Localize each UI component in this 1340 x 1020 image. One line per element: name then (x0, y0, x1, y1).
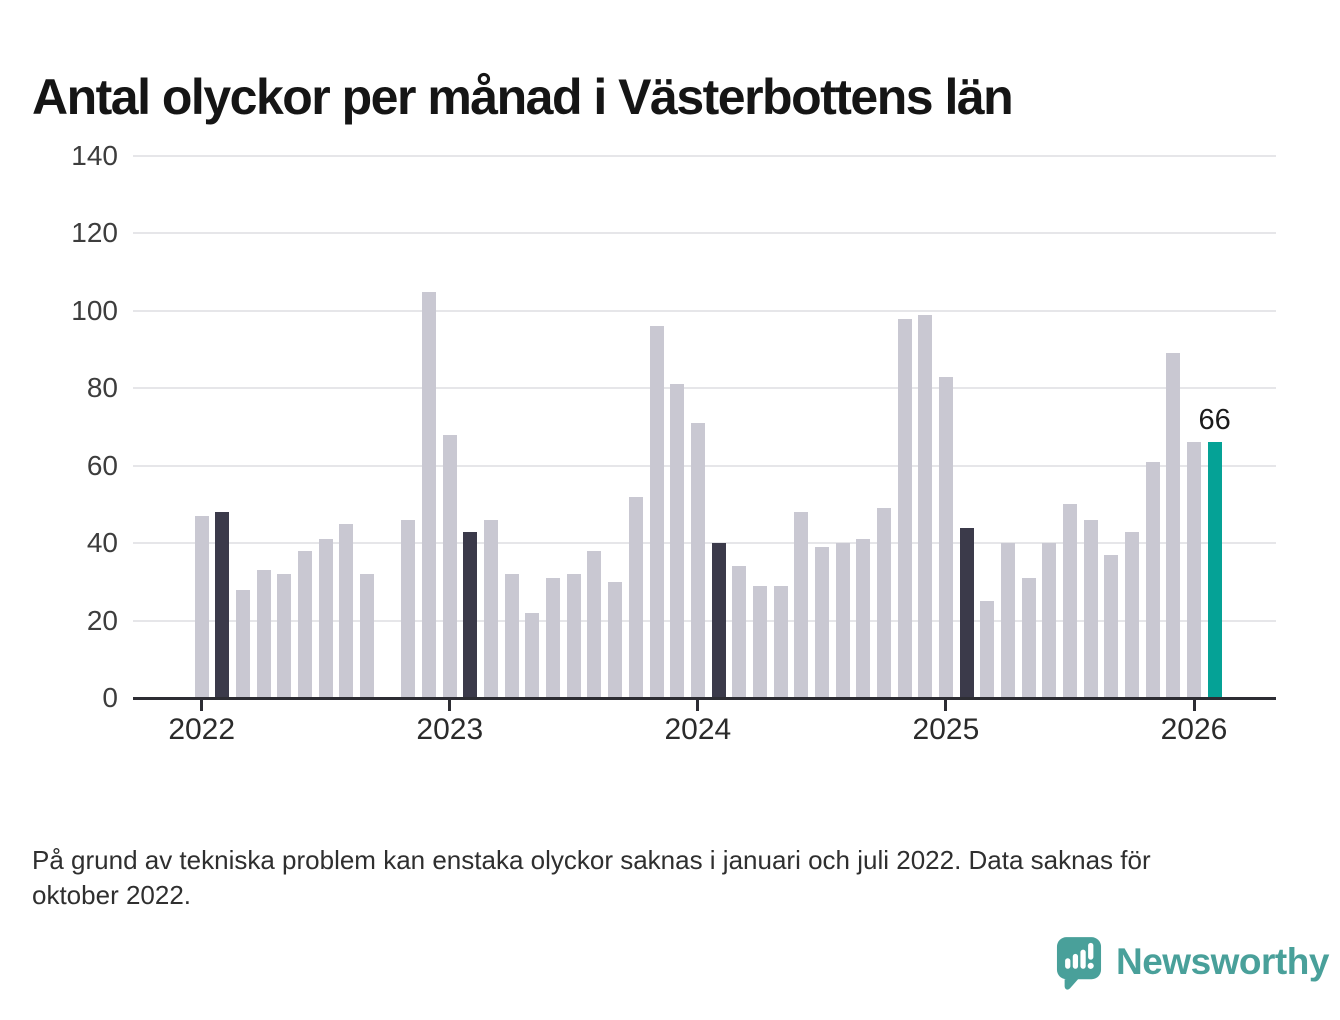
bar-2022-09 (360, 574, 375, 698)
x-axis-tick-2022 (200, 700, 204, 711)
page-title: Antal olyckor per månad i Västerbottens … (32, 68, 1014, 125)
bar-2023-07 (566, 574, 581, 698)
bar-2025-04 (1000, 543, 1015, 698)
bar-2024-08 (835, 543, 850, 698)
bar-2023-10 (628, 496, 643, 698)
x-axis-label-2025: 2025 (912, 713, 980, 746)
bar-2025-09 (1104, 554, 1119, 698)
bar-2022-05 (277, 574, 292, 698)
y-axis-label-40: 40 (86, 527, 118, 559)
x-axis-label-2022: 2022 (168, 713, 236, 746)
bar-2025-08 (1083, 519, 1098, 698)
bar-2025-11 (1145, 461, 1160, 698)
y-axis-label-0: 0 (102, 682, 118, 713)
y-axis-label-20: 20 (86, 604, 118, 636)
x-axis-tick-2025 (944, 700, 948, 711)
bar-2023-01 (442, 434, 457, 698)
bar-2024-07 (814, 547, 829, 698)
gridline-120 (133, 232, 1276, 235)
bar-2025-06 (1042, 543, 1057, 698)
bar-2022-11 (401, 519, 416, 698)
x-axis-label-2026: 2026 (1160, 713, 1228, 746)
bar-2024-10 (876, 508, 891, 698)
x-axis-label-2023: 2023 (416, 713, 484, 746)
bar-2024-11 (897, 318, 912, 698)
x-axis-tick-2023 (448, 700, 452, 711)
gridline-140 (133, 155, 1276, 157)
bar-2023-05 (525, 612, 540, 698)
bar-2022-04 (256, 570, 271, 698)
bar-2024-02 (711, 543, 726, 698)
newsworthy-logo-text: Newsworthy (1116, 941, 1329, 982)
bar-2024-04 (752, 585, 767, 698)
bar-2022-02 (215, 512, 230, 698)
bar-2023-12 (670, 384, 685, 698)
bar-2022-06 (298, 550, 313, 698)
gridline-80 (133, 387, 1276, 390)
bar-2025-05 (1021, 577, 1036, 698)
y-axis-label-100: 100 (71, 294, 118, 326)
y-axis-label-60: 60 (86, 449, 118, 481)
bar-2024-12 (918, 314, 933, 698)
gridline-100 (133, 309, 1276, 312)
bar-2023-06 (546, 577, 561, 698)
x-axis-tick-2024 (696, 700, 700, 711)
bar-2022-01 (194, 516, 209, 698)
bar-2025-01 (938, 376, 953, 698)
bar-2025-07 (1062, 504, 1077, 698)
bar-2026-01 (1187, 442, 1201, 698)
y-axis-label-120: 120 (71, 217, 118, 249)
bar-2022-03 (236, 589, 251, 698)
x-axis-line (133, 697, 1276, 700)
bar-2025-02 (959, 527, 974, 698)
bar-2026-02 (1207, 442, 1222, 698)
bar-2024-09 (856, 539, 871, 698)
bar-2024-03 (732, 566, 747, 698)
bar-2023-09 (608, 581, 623, 698)
bar-2023-02 (463, 531, 478, 698)
x-axis-tick-2026 (1192, 700, 1196, 711)
bar-2025-03 (980, 601, 995, 698)
x-axis-label-2024: 2024 (664, 713, 732, 746)
bar-2024-05 (773, 585, 788, 698)
bar-2024-06 (794, 512, 809, 698)
bar-2022-08 (339, 523, 354, 698)
current-bar-value-label: 66 (1198, 404, 1231, 437)
y-axis-label-140: 140 (71, 140, 118, 171)
bar-2025-12 (1166, 353, 1181, 698)
chart-speech-bubble-icon (1056, 937, 1102, 990)
footnote-line-1: På grund av tekniska problem kan enstaka… (32, 845, 1151, 875)
bar-2025-10 (1124, 531, 1139, 698)
bar-2024-01 (690, 423, 705, 698)
bar-2023-04 (504, 574, 519, 698)
footnote-line-2: oktober 2022. (32, 880, 192, 910)
y-axis-label-80: 80 (86, 372, 118, 404)
newsworthy-logo: Newsworthy (1056, 936, 1329, 994)
footnote: På grund av tekniska problem kan enstaka… (32, 843, 1292, 913)
bar-2022-12 (422, 291, 437, 698)
bar-2023-11 (649, 326, 664, 698)
bar-2022-07 (318, 539, 333, 698)
bar-2023-03 (484, 519, 499, 698)
bar-2023-08 (587, 550, 602, 698)
